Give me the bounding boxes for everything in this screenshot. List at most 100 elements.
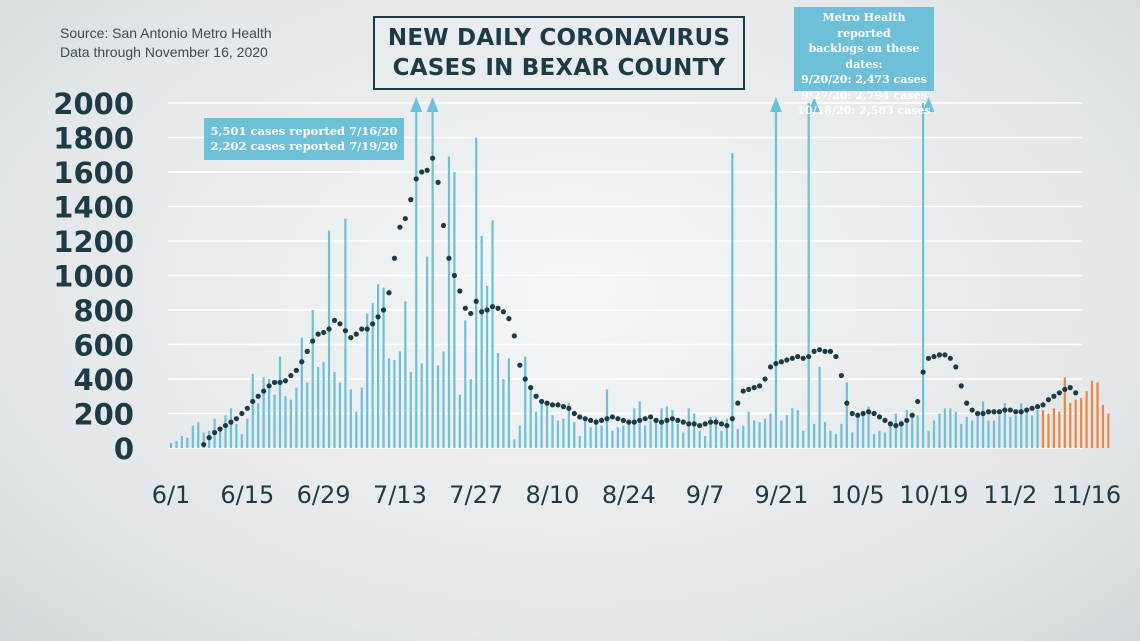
daily-bar	[1047, 413, 1050, 448]
daily-bar	[649, 420, 652, 448]
moving-average-dot	[451, 272, 457, 279]
daily-bar	[567, 403, 570, 448]
moving-average-dot	[440, 222, 447, 229]
daily-bar	[704, 435, 707, 448]
daily-bar	[545, 401, 549, 448]
daily-bar	[1031, 415, 1034, 448]
moving-average-dot	[718, 421, 725, 427]
x-tick-label: 7/27	[449, 481, 503, 509]
moving-average-dot	[947, 355, 953, 361]
daily-bar	[475, 137, 478, 448]
daily-bar	[698, 430, 701, 448]
backlog-arrowhead	[426, 97, 439, 112]
moving-average-dot	[462, 305, 468, 311]
moving-average-dot	[707, 419, 714, 425]
moving-average-dot	[953, 364, 959, 370]
moving-average-dot	[446, 255, 452, 261]
moving-average-dot	[893, 422, 899, 429]
moving-average-dot	[321, 329, 327, 336]
moving-average-dot	[915, 398, 921, 405]
moving-average-dot	[593, 419, 599, 425]
moving-average-dot	[1040, 402, 1046, 408]
moving-average-dot	[271, 379, 278, 386]
y-tick-label: 1800	[53, 122, 134, 156]
moving-average-dot	[604, 416, 610, 422]
moving-average-dot	[686, 421, 692, 427]
daily-bar	[867, 406, 870, 448]
moving-average-dot	[691, 421, 697, 427]
moving-average-dot	[713, 419, 719, 425]
y-tick-label: 1400	[53, 191, 134, 225]
daily-bar	[169, 442, 173, 448]
backlog-arrowhead	[808, 97, 821, 112]
daily-bar	[644, 425, 647, 448]
moving-average-dot	[664, 417, 670, 423]
moving-average-dot	[506, 316, 512, 322]
moving-average-dot	[773, 360, 779, 367]
moving-average-dot	[942, 352, 948, 358]
daily-bar	[731, 153, 734, 448]
daily-bar	[317, 366, 320, 448]
daily-bar	[829, 430, 832, 448]
daily-bar	[965, 416, 968, 448]
daily-bar	[1063, 377, 1066, 448]
moving-average-dot	[991, 409, 997, 415]
moving-average-dot	[795, 353, 801, 360]
daily-bar	[295, 387, 298, 448]
moving-average-dot	[751, 385, 757, 391]
daily-bar	[409, 372, 412, 448]
daily-case-bars	[169, 103, 1110, 448]
moving-average-dot	[964, 400, 970, 406]
daily-bar	[742, 425, 745, 448]
moving-average-dot	[882, 417, 888, 423]
daily-bar	[714, 416, 718, 448]
moving-average-dot	[380, 307, 387, 313]
moving-average-dot	[609, 414, 616, 420]
daily-bar	[600, 425, 603, 448]
moving-average-dot	[533, 393, 539, 399]
daily-bar	[998, 415, 1001, 448]
moving-average-dot	[555, 402, 561, 408]
daily-bar	[774, 103, 778, 448]
daily-bar	[578, 435, 581, 448]
moving-average-dot	[800, 355, 806, 361]
data-date-line: Data through November 16, 2020	[60, 44, 268, 60]
moving-average-dot	[876, 414, 883, 420]
x-tick-label: 6/29	[297, 481, 351, 509]
moving-average-dots	[201, 155, 1079, 448]
daily-bar	[769, 413, 772, 448]
moving-average-dot	[615, 416, 621, 422]
daily-bar	[398, 351, 401, 448]
source-note: Source: San Antonio Metro Health Data th…	[60, 24, 272, 62]
daily-bar	[747, 411, 750, 448]
daily-bar	[513, 439, 516, 448]
daily-bar	[834, 434, 837, 448]
daily-bar	[556, 420, 560, 448]
moving-average-dot	[500, 309, 507, 315]
daily-bar	[464, 320, 467, 448]
daily-bar	[949, 408, 952, 448]
daily-bar	[927, 430, 930, 448]
daily-bar	[1003, 403, 1006, 448]
moving-average-dot	[277, 379, 283, 386]
daily-bar	[1052, 408, 1055, 448]
moving-average-dot	[315, 331, 321, 337]
daily-bar	[420, 363, 423, 448]
moving-average-dot	[849, 410, 855, 417]
daily-bar	[905, 410, 908, 448]
daily-bar	[654, 420, 658, 448]
x-tick-label: 8/24	[602, 481, 656, 509]
moving-average-dot	[980, 410, 986, 417]
moving-average-dot	[833, 353, 839, 360]
moving-average-dot	[364, 326, 370, 332]
daily-bar	[404, 301, 407, 448]
moving-average-dot	[571, 410, 577, 417]
moving-average-dot	[424, 167, 430, 173]
y-tick-label: 2000	[53, 87, 134, 121]
moving-average-dot	[391, 255, 398, 261]
daily-bar	[387, 358, 391, 448]
daily-bar	[507, 358, 510, 448]
daily-bar	[327, 230, 331, 448]
